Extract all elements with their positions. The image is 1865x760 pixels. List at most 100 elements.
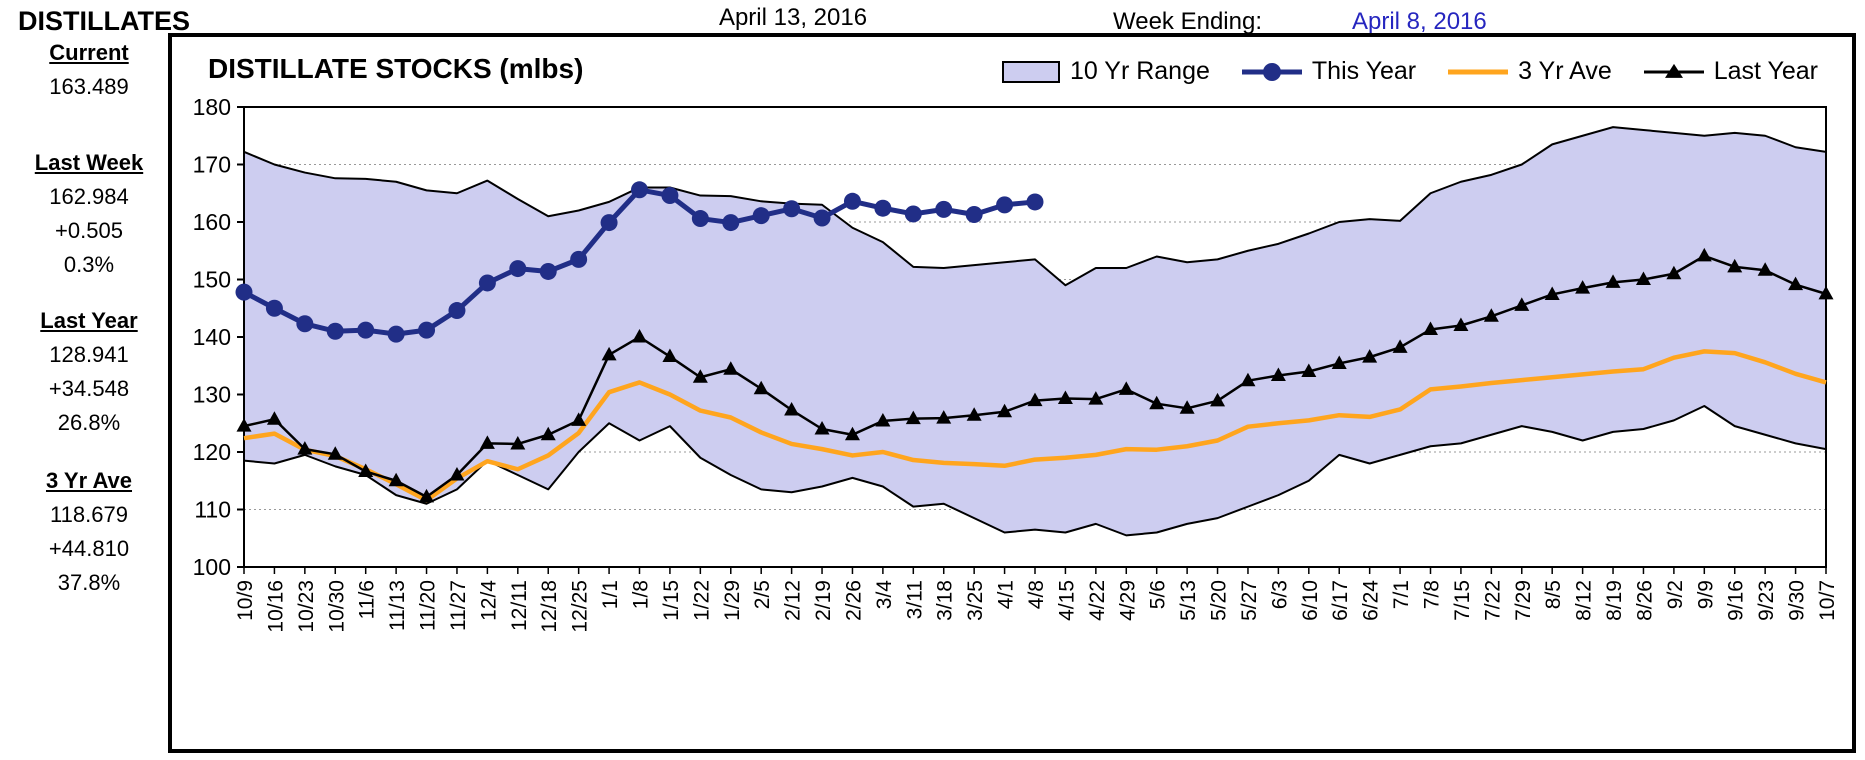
svg-text:12/18: 12/18 bbox=[538, 580, 561, 633]
svg-text:10/9: 10/9 bbox=[234, 580, 257, 621]
svg-text:9/23: 9/23 bbox=[1755, 580, 1778, 621]
svg-text:12/25: 12/25 bbox=[569, 580, 592, 633]
svg-text:5/13: 5/13 bbox=[1177, 580, 1200, 621]
page-title: DISTILLATES bbox=[18, 6, 190, 36]
svg-text:3/25: 3/25 bbox=[964, 580, 987, 621]
stocks-plot: 100 110 120 130 140 150 160 170 180 10/9 10/16 10/2… bbox=[193, 94, 1836, 633]
svg-text:6/3: 6/3 bbox=[1268, 580, 1291, 609]
legend-item-this-year: This Year bbox=[1241, 57, 1417, 86]
svg-text:150: 150 bbox=[193, 267, 231, 293]
stat-current: Current 163.489 bbox=[24, 36, 154, 104]
svg-text:12/4: 12/4 bbox=[477, 580, 500, 621]
stat-3yr-ave-change: +44.810 bbox=[48, 536, 130, 561]
svg-text:12/11: 12/11 bbox=[508, 580, 531, 631]
stat-last-year-change: +34.548 bbox=[48, 376, 130, 401]
stat-last-week-change: +0.505 bbox=[55, 218, 123, 243]
svg-text:130: 130 bbox=[193, 382, 231, 408]
svg-text:160: 160 bbox=[193, 209, 231, 235]
legend-label-last-year: Last Year bbox=[1713, 57, 1818, 85]
stat-3yr-ave-pct: 37.8% bbox=[57, 570, 121, 595]
svg-text:7/15: 7/15 bbox=[1451, 580, 1474, 621]
svg-text:2/12: 2/12 bbox=[782, 580, 805, 621]
stat-last-week-label: Last Week bbox=[34, 150, 144, 175]
stat-last-week-pct: 0.3% bbox=[63, 252, 115, 277]
svg-text:10/30: 10/30 bbox=[325, 580, 348, 633]
svg-text:6/10: 6/10 bbox=[1299, 580, 1322, 621]
svg-text:4/22: 4/22 bbox=[1086, 580, 1109, 621]
svg-text:9/2: 9/2 bbox=[1664, 580, 1687, 609]
legend-label-10yr-range: 10 Yr Range bbox=[1069, 57, 1210, 85]
stat-3yr-ave: 3 Yr Ave 118.679 +44.810 37.8% bbox=[24, 464, 154, 600]
svg-text:9/9: 9/9 bbox=[1694, 580, 1717, 609]
svg-text:1/1: 1/1 bbox=[599, 580, 622, 609]
chart-legend: 10 Yr Range This Year 3 Yr Ave bbox=[1001, 57, 1818, 86]
svg-text:140: 140 bbox=[193, 324, 231, 350]
svg-text:8/5: 8/5 bbox=[1542, 580, 1565, 609]
legend-item-last-year: Last Year bbox=[1643, 57, 1818, 86]
svg-text:120: 120 bbox=[193, 439, 231, 465]
svg-text:4/1: 4/1 bbox=[995, 580, 1018, 609]
svg-text:4/8: 4/8 bbox=[1025, 580, 1048, 609]
svg-text:7/29: 7/29 bbox=[1512, 580, 1535, 621]
svg-text:11/27: 11/27 bbox=[447, 580, 470, 631]
svg-text:3/4: 3/4 bbox=[873, 580, 896, 610]
legend-item-10yr-range: 10 Yr Range bbox=[1001, 57, 1210, 86]
svg-text:2/26: 2/26 bbox=[842, 580, 865, 621]
svg-text:5/6: 5/6 bbox=[1147, 580, 1170, 609]
svg-text:11/13: 11/13 bbox=[386, 580, 409, 631]
stat-last-year-pct: 26.8% bbox=[57, 410, 121, 435]
last-year-line-swatch-icon bbox=[1643, 61, 1704, 83]
svg-text:3/18: 3/18 bbox=[934, 580, 957, 621]
svg-text:7/1: 7/1 bbox=[1390, 580, 1413, 609]
svg-text:100: 100 bbox=[193, 554, 231, 580]
svg-text:11/6: 11/6 bbox=[356, 580, 379, 619]
svg-text:110: 110 bbox=[194, 497, 231, 523]
week-ending-date: April 8, 2016 bbox=[1352, 8, 1487, 35]
stat-last-year-label: Last Year bbox=[40, 308, 138, 333]
svg-text:4/15: 4/15 bbox=[1055, 580, 1078, 621]
stat-current-label: Current bbox=[49, 40, 129, 65]
svg-text:2/19: 2/19 bbox=[812, 580, 835, 621]
svg-text:7/22: 7/22 bbox=[1481, 580, 1504, 621]
legend-label-3yr-ave: 3 Yr Ave bbox=[1518, 57, 1612, 85]
legend-label-this-year: This Year bbox=[1311, 57, 1417, 85]
svg-text:5/27: 5/27 bbox=[1238, 580, 1261, 621]
svg-text:1/22: 1/22 bbox=[690, 580, 713, 621]
svg-text:5/20: 5/20 bbox=[1208, 580, 1231, 621]
3yr-ave-line-swatch-icon bbox=[1448, 61, 1509, 83]
svg-text:10/23: 10/23 bbox=[295, 580, 318, 633]
chart-frame: DISTILLATE STOCKS (mlbs) 10 Yr Range Thi… bbox=[168, 33, 1856, 753]
svg-text:8/12: 8/12 bbox=[1573, 580, 1596, 621]
svg-text:7/8: 7/8 bbox=[1421, 580, 1444, 609]
svg-text:11/20: 11/20 bbox=[417, 580, 440, 631]
svg-text:170: 170 bbox=[193, 152, 231, 178]
stat-current-value: 163.489 bbox=[49, 74, 129, 99]
stat-last-week-value: 162.984 bbox=[49, 184, 129, 209]
svg-text:3/11: 3/11 bbox=[903, 580, 926, 619]
svg-text:8/19: 8/19 bbox=[1603, 580, 1626, 621]
stat-last-year: Last Year 128.941 +34.548 26.8% bbox=[24, 304, 154, 440]
svg-text:180: 180 bbox=[193, 94, 231, 120]
svg-text:9/30: 9/30 bbox=[1786, 580, 1809, 621]
svg-text:6/24: 6/24 bbox=[1360, 580, 1383, 621]
stat-last-week: Last Week 162.984 +0.505 0.3% bbox=[24, 146, 154, 282]
stat-3yr-ave-value: 118.679 bbox=[50, 502, 128, 527]
svg-text:8/26: 8/26 bbox=[1633, 580, 1656, 621]
svg-text:2/5: 2/5 bbox=[751, 580, 774, 609]
stat-last-year-value: 128.941 bbox=[49, 342, 129, 367]
svg-text:10/16: 10/16 bbox=[264, 580, 287, 633]
range-band-swatch-icon bbox=[1001, 60, 1060, 83]
this-year-line-swatch-icon bbox=[1241, 61, 1302, 83]
svg-text:10/7: 10/7 bbox=[1816, 580, 1836, 621]
stat-3yr-ave-label: 3 Yr Ave bbox=[45, 468, 133, 493]
chart-title: DISTILLATE STOCKS (mlbs) bbox=[208, 53, 584, 84]
svg-text:9/16: 9/16 bbox=[1725, 580, 1748, 621]
svg-text:1/8: 1/8 bbox=[630, 580, 653, 609]
week-ending-label: Week Ending: bbox=[1113, 8, 1262, 35]
legend-item-3yr-ave: 3 Yr Ave bbox=[1448, 57, 1612, 86]
svg-text:6/17: 6/17 bbox=[1329, 580, 1352, 621]
svg-text:1/29: 1/29 bbox=[721, 580, 744, 621]
svg-text:4/29: 4/29 bbox=[1116, 580, 1139, 621]
svg-text:1/15: 1/15 bbox=[660, 580, 683, 621]
